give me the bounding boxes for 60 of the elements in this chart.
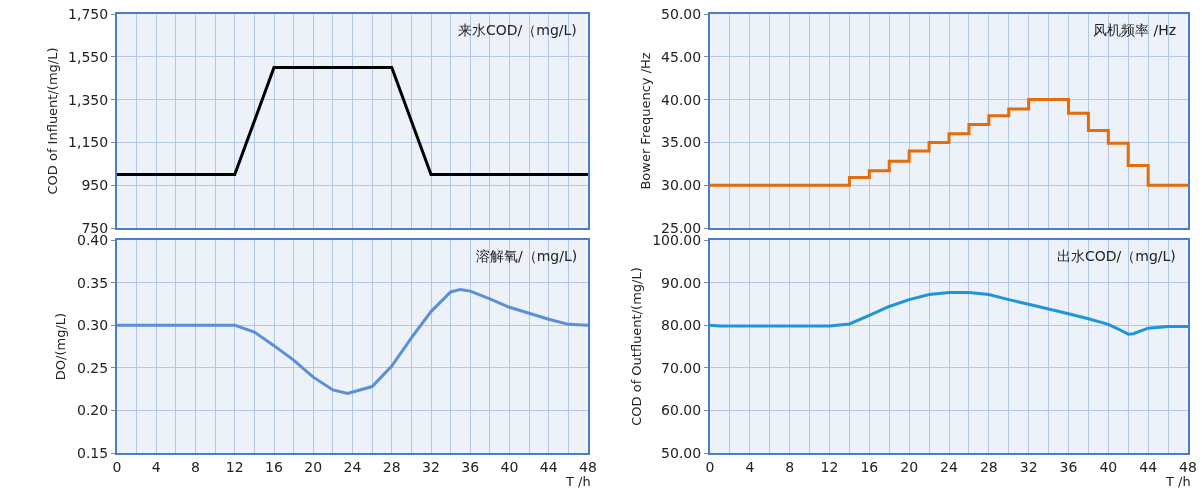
x-tick-label: 28 [979, 458, 998, 475]
y-tick-label: 750 [81, 219, 109, 236]
x-tick-label: 36 [461, 458, 480, 475]
y-axis-title: Bower Frequency /Hz [637, 52, 653, 190]
x-tick-label: 8 [785, 458, 795, 475]
x-tick-label: 20 [304, 458, 323, 475]
y-tick-label: 1,350 [68, 91, 109, 108]
y-tick-label: 0.25 [77, 359, 109, 376]
y-tick-label: 50.00 [661, 444, 702, 461]
y-tick-label: 1,550 [68, 48, 109, 65]
x-tick-label: 16 [265, 458, 283, 475]
x-tick-label: 48 [579, 458, 597, 475]
y-tick-label: 50.00 [661, 5, 702, 22]
x-tick-label: 40 [500, 458, 519, 475]
line-series [117, 287, 588, 395]
y-tick-label: 70.00 [661, 359, 702, 376]
text: 溶解氧/（mg/L) [476, 248, 578, 264]
x-tick-label: 36 [1059, 458, 1078, 475]
x-tick-label: 0 [112, 458, 122, 475]
y-tick-label: 25.00 [661, 219, 702, 236]
x-tick-label: 48 [1179, 458, 1197, 475]
y-tick-label: 0.30 [77, 317, 109, 334]
x-tick-label: 4 [151, 458, 161, 475]
y-tick-label: 1,150 [68, 134, 109, 151]
y-axis-title: DO/(mg/L) [53, 312, 69, 381]
y-tick-label: 0.15 [77, 444, 109, 461]
x-tick-label: 4 [745, 458, 755, 475]
x-tick-label: 20 [900, 458, 919, 475]
x-axis-title: T /h [565, 474, 591, 489]
y-tick-label: 30.00 [661, 177, 702, 194]
y-axis-title: COD of Outfluent/(mg/L) [628, 267, 644, 426]
line-series [710, 290, 1188, 336]
text: 来水COD/（mg/L) [458, 22, 577, 38]
x-tick-label: 44 [539, 458, 558, 475]
x-tick-label: 32 [1019, 458, 1038, 475]
y-tick-label: 60.00 [661, 402, 702, 419]
x-tick-label: 44 [1139, 458, 1158, 475]
y-tick-label: 0.20 [77, 402, 109, 419]
x-tick-label: 40 [1099, 458, 1118, 475]
x-tick-label: 32 [422, 458, 440, 475]
x-axis-title: T /h [1165, 474, 1191, 489]
x-tick-label: 24 [940, 458, 958, 475]
x-tick-label: 12 [820, 458, 839, 475]
x-tick-label: 16 [860, 458, 879, 475]
y-tick-label: 0.35 [77, 274, 109, 291]
x-tick-label: 24 [343, 458, 362, 475]
text: 出水COD/（mg/L) [1057, 248, 1176, 264]
y-tick-label: 90.00 [661, 274, 702, 291]
y-tick-label: 35.00 [661, 134, 702, 151]
x-tick-label: 8 [191, 458, 200, 475]
text: 风机频率 /Hz [1093, 22, 1177, 38]
x-tick-label: 0 [705, 458, 715, 475]
y-tick-label: 80.00 [661, 317, 702, 334]
y-axis-title: COD of Influent/(mg/L) [44, 47, 60, 195]
y-tick-label: 950 [81, 177, 109, 194]
x-tick-label: 12 [225, 458, 244, 475]
y-tick-label: 40.00 [661, 91, 702, 108]
y-tick-label: 45.00 [661, 48, 702, 65]
x-tick-label: 28 [382, 458, 401, 475]
y-tick-label: 1,750 [68, 5, 109, 22]
